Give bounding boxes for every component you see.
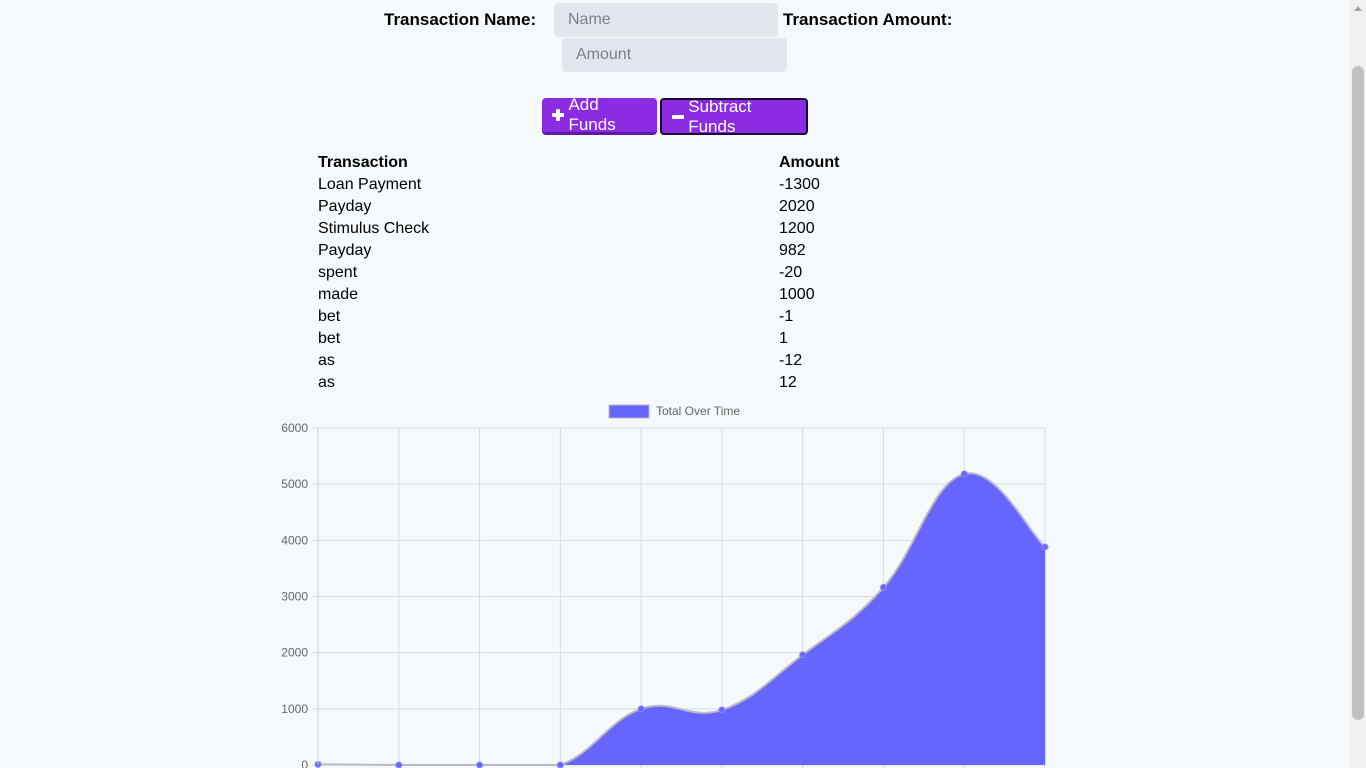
table-row: Payday 2020 <box>316 196 901 218</box>
scrollbar-thumb[interactable] <box>1352 66 1364 720</box>
transaction-amount-cell: -12 <box>779 352 803 369</box>
transaction-amount-label: Transaction Amount: <box>783 10 953 29</box>
legend-label: Total Over Time <box>656 404 740 418</box>
y-tick-label: 5000 <box>281 477 308 491</box>
transaction-name-label: Transaction Name: <box>384 10 537 29</box>
add-funds-label: Add Funds <box>568 95 616 134</box>
column-header-amount: Amount <box>779 154 840 171</box>
data-point <box>879 583 887 591</box>
y-tick-label: 6000 <box>281 421 308 435</box>
transaction-amount-cell: 1 <box>779 330 788 347</box>
plus-icon <box>552 109 565 121</box>
scroll-up-arrow-icon[interactable] <box>1354 6 1362 11</box>
data-point <box>1041 543 1049 551</box>
transaction-amount-cell: 1200 <box>779 220 815 237</box>
table-row: as -12 <box>316 350 901 372</box>
data-point <box>637 705 645 713</box>
table-row: Loan Payment -1300 <box>316 174 901 196</box>
transaction-name-cell: Stimulus Check <box>318 220 430 237</box>
y-tick-label: 1000 <box>281 702 308 716</box>
data-point <box>960 470 968 478</box>
transaction-name-cell: as <box>318 374 335 391</box>
table-row: spent -20 <box>316 262 901 284</box>
table-row: Payday 982 <box>316 240 901 262</box>
transaction-name-cell: Loan Payment <box>318 176 422 193</box>
subtract-funds-button[interactable]: Subtract Funds <box>660 96 808 136</box>
transaction-name-cell: made <box>318 286 359 303</box>
transaction-amount-cell: 1000 <box>779 286 815 303</box>
vertical-scrollbar[interactable] <box>1350 0 1366 768</box>
transaction-name-cell: Payday <box>318 242 372 259</box>
transactions-table: Transaction Amount Loan Payment -1300 Pay… <box>316 152 901 394</box>
data-point <box>314 760 322 768</box>
transaction-amount-cell: -20 <box>779 264 803 281</box>
subtract-funds-label: Subtract Funds <box>688 96 752 136</box>
column-header-transaction: Transaction <box>318 154 408 171</box>
table-row: bet -1 <box>316 306 901 328</box>
transaction-name-input[interactable] <box>554 3 778 37</box>
transaction-name-cell: as <box>318 352 335 369</box>
transaction-name-cell: bet <box>318 330 341 347</box>
transaction-name-cell: bet <box>318 308 341 325</box>
series-area <box>318 473 1045 765</box>
data-point <box>556 761 564 768</box>
y-tick-label: 2000 <box>281 646 308 660</box>
minus-icon <box>672 111 685 123</box>
table-header-row: Transaction Amount <box>316 152 901 174</box>
transaction-amount-cell: -1300 <box>779 176 820 193</box>
y-tick-label: 3000 <box>281 590 308 604</box>
data-point <box>799 651 807 659</box>
series-line <box>317 472 1046 767</box>
legend-swatch <box>608 404 650 419</box>
table-row: as 12 <box>316 372 901 394</box>
data-point <box>718 706 726 714</box>
table-row: Stimulus Check 1200 <box>316 218 901 240</box>
transaction-name-cell: Payday <box>318 198 372 215</box>
y-tick-label: 4000 <box>281 533 308 547</box>
transaction-amount-cell: 982 <box>779 242 806 259</box>
data-point <box>476 761 484 768</box>
transaction-amount-cell: 2020 <box>779 198 815 215</box>
transaction-name-cell: spent <box>318 264 358 281</box>
y-tick-label: 0 <box>301 758 308 768</box>
transaction-amount-input[interactable] <box>562 38 787 72</box>
transaction-amount-cell: -1 <box>779 308 794 325</box>
table-row: made 1000 <box>316 284 901 306</box>
data-point <box>395 761 403 768</box>
table-row: bet 1 <box>316 328 901 350</box>
add-funds-button[interactable]: Add Funds <box>542 95 657 135</box>
transaction-amount-cell: 12 <box>779 374 797 391</box>
